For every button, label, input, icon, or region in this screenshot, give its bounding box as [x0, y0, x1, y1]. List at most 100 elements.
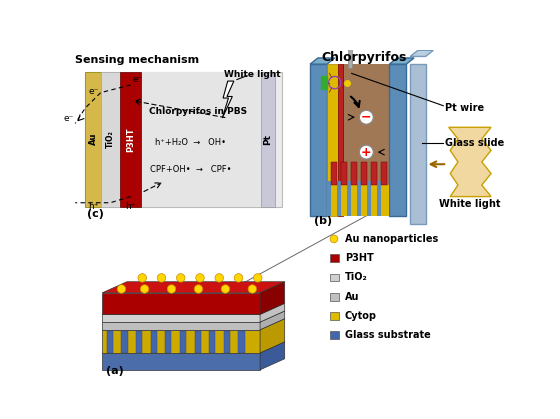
Polygon shape — [260, 311, 284, 330]
Text: (c): (c) — [87, 209, 104, 219]
Bar — [330, 274, 339, 281]
Text: P3HT: P3HT — [126, 127, 135, 152]
Text: h⁺: h⁺ — [88, 202, 98, 211]
Bar — [239, 331, 245, 353]
Bar — [224, 331, 230, 353]
Bar — [102, 314, 260, 322]
Bar — [142, 72, 261, 207]
Circle shape — [141, 285, 149, 293]
Bar — [261, 72, 274, 207]
Bar — [361, 162, 367, 185]
Bar — [102, 330, 260, 353]
Circle shape — [234, 274, 242, 282]
Bar — [348, 22, 352, 68]
Bar — [101, 72, 120, 207]
Polygon shape — [410, 50, 433, 57]
Polygon shape — [102, 311, 284, 322]
Text: Au nanoparticles: Au nanoparticles — [345, 234, 438, 244]
Bar — [337, 181, 341, 216]
Text: h⁺+H₂O  →   OH•: h⁺+H₂O → OH• — [155, 138, 226, 147]
Text: e⁻: e⁻ — [132, 75, 143, 84]
Bar — [327, 181, 331, 216]
Bar — [122, 331, 128, 353]
Text: Pt: Pt — [263, 134, 272, 145]
Text: Pt wire: Pt wire — [445, 103, 484, 113]
Polygon shape — [310, 58, 335, 64]
Bar — [381, 162, 387, 185]
Bar — [107, 331, 113, 353]
Bar — [120, 72, 142, 207]
Text: TiO₂: TiO₂ — [106, 130, 115, 148]
Text: Glass substrate: Glass substrate — [345, 330, 431, 340]
Bar — [102, 293, 260, 314]
Bar — [330, 254, 339, 262]
Bar — [310, 64, 327, 216]
Bar — [410, 64, 426, 223]
Bar — [330, 312, 339, 320]
Text: (a): (a) — [106, 366, 124, 376]
Bar — [330, 331, 339, 339]
Circle shape — [360, 145, 373, 159]
Text: Cytop: Cytop — [345, 311, 377, 321]
Circle shape — [117, 285, 125, 293]
Circle shape — [194, 285, 203, 293]
Text: CPF+OH•  →   CPF•: CPF+OH• → CPF• — [150, 165, 231, 174]
Bar — [347, 181, 351, 216]
Circle shape — [330, 235, 338, 243]
Polygon shape — [260, 282, 284, 314]
Bar — [330, 293, 339, 300]
Polygon shape — [260, 319, 284, 353]
Bar — [367, 181, 371, 216]
Text: (b): (b) — [314, 216, 332, 226]
Text: White light: White light — [224, 70, 281, 80]
Circle shape — [196, 274, 204, 282]
Polygon shape — [222, 81, 234, 118]
Bar — [377, 181, 381, 216]
Bar — [194, 331, 200, 353]
Circle shape — [215, 274, 223, 282]
Text: h⁺: h⁺ — [125, 202, 136, 211]
Bar — [102, 353, 260, 370]
Bar — [341, 162, 347, 185]
Bar — [85, 72, 282, 207]
Polygon shape — [260, 303, 284, 322]
Polygon shape — [102, 303, 284, 314]
Circle shape — [360, 110, 373, 124]
Text: Au: Au — [345, 292, 360, 302]
Bar — [165, 331, 171, 353]
Bar — [151, 331, 157, 353]
Circle shape — [157, 274, 166, 282]
Bar — [180, 331, 186, 353]
Text: TiO₂: TiO₂ — [345, 272, 367, 282]
Polygon shape — [449, 127, 491, 197]
Circle shape — [248, 285, 256, 293]
Circle shape — [176, 274, 185, 282]
Bar — [338, 64, 343, 216]
Polygon shape — [260, 342, 284, 370]
Polygon shape — [102, 282, 284, 293]
Bar — [327, 185, 389, 216]
Text: Chlorpyrifos in PBS: Chlorpyrifos in PBS — [150, 107, 248, 116]
Bar — [327, 64, 338, 216]
Text: Au: Au — [88, 133, 97, 145]
Polygon shape — [102, 342, 284, 353]
Polygon shape — [389, 58, 414, 64]
Text: White light: White light — [438, 199, 500, 209]
Circle shape — [254, 274, 262, 282]
Bar — [209, 331, 216, 353]
Bar — [371, 162, 377, 185]
Bar — [85, 72, 101, 207]
Circle shape — [138, 274, 147, 282]
Bar — [136, 331, 142, 353]
Bar — [389, 64, 407, 216]
Text: e⁻: e⁻ — [63, 114, 74, 122]
Text: +: + — [361, 146, 372, 159]
Bar — [343, 64, 389, 216]
Circle shape — [221, 285, 230, 293]
Text: Chlorpyrifos: Chlorpyrifos — [321, 52, 407, 65]
Text: P3HT: P3HT — [345, 253, 374, 263]
Bar — [351, 162, 357, 185]
Text: e⁻: e⁻ — [88, 87, 99, 96]
Text: −: − — [361, 111, 372, 124]
Text: Glass slide: Glass slide — [445, 138, 504, 147]
